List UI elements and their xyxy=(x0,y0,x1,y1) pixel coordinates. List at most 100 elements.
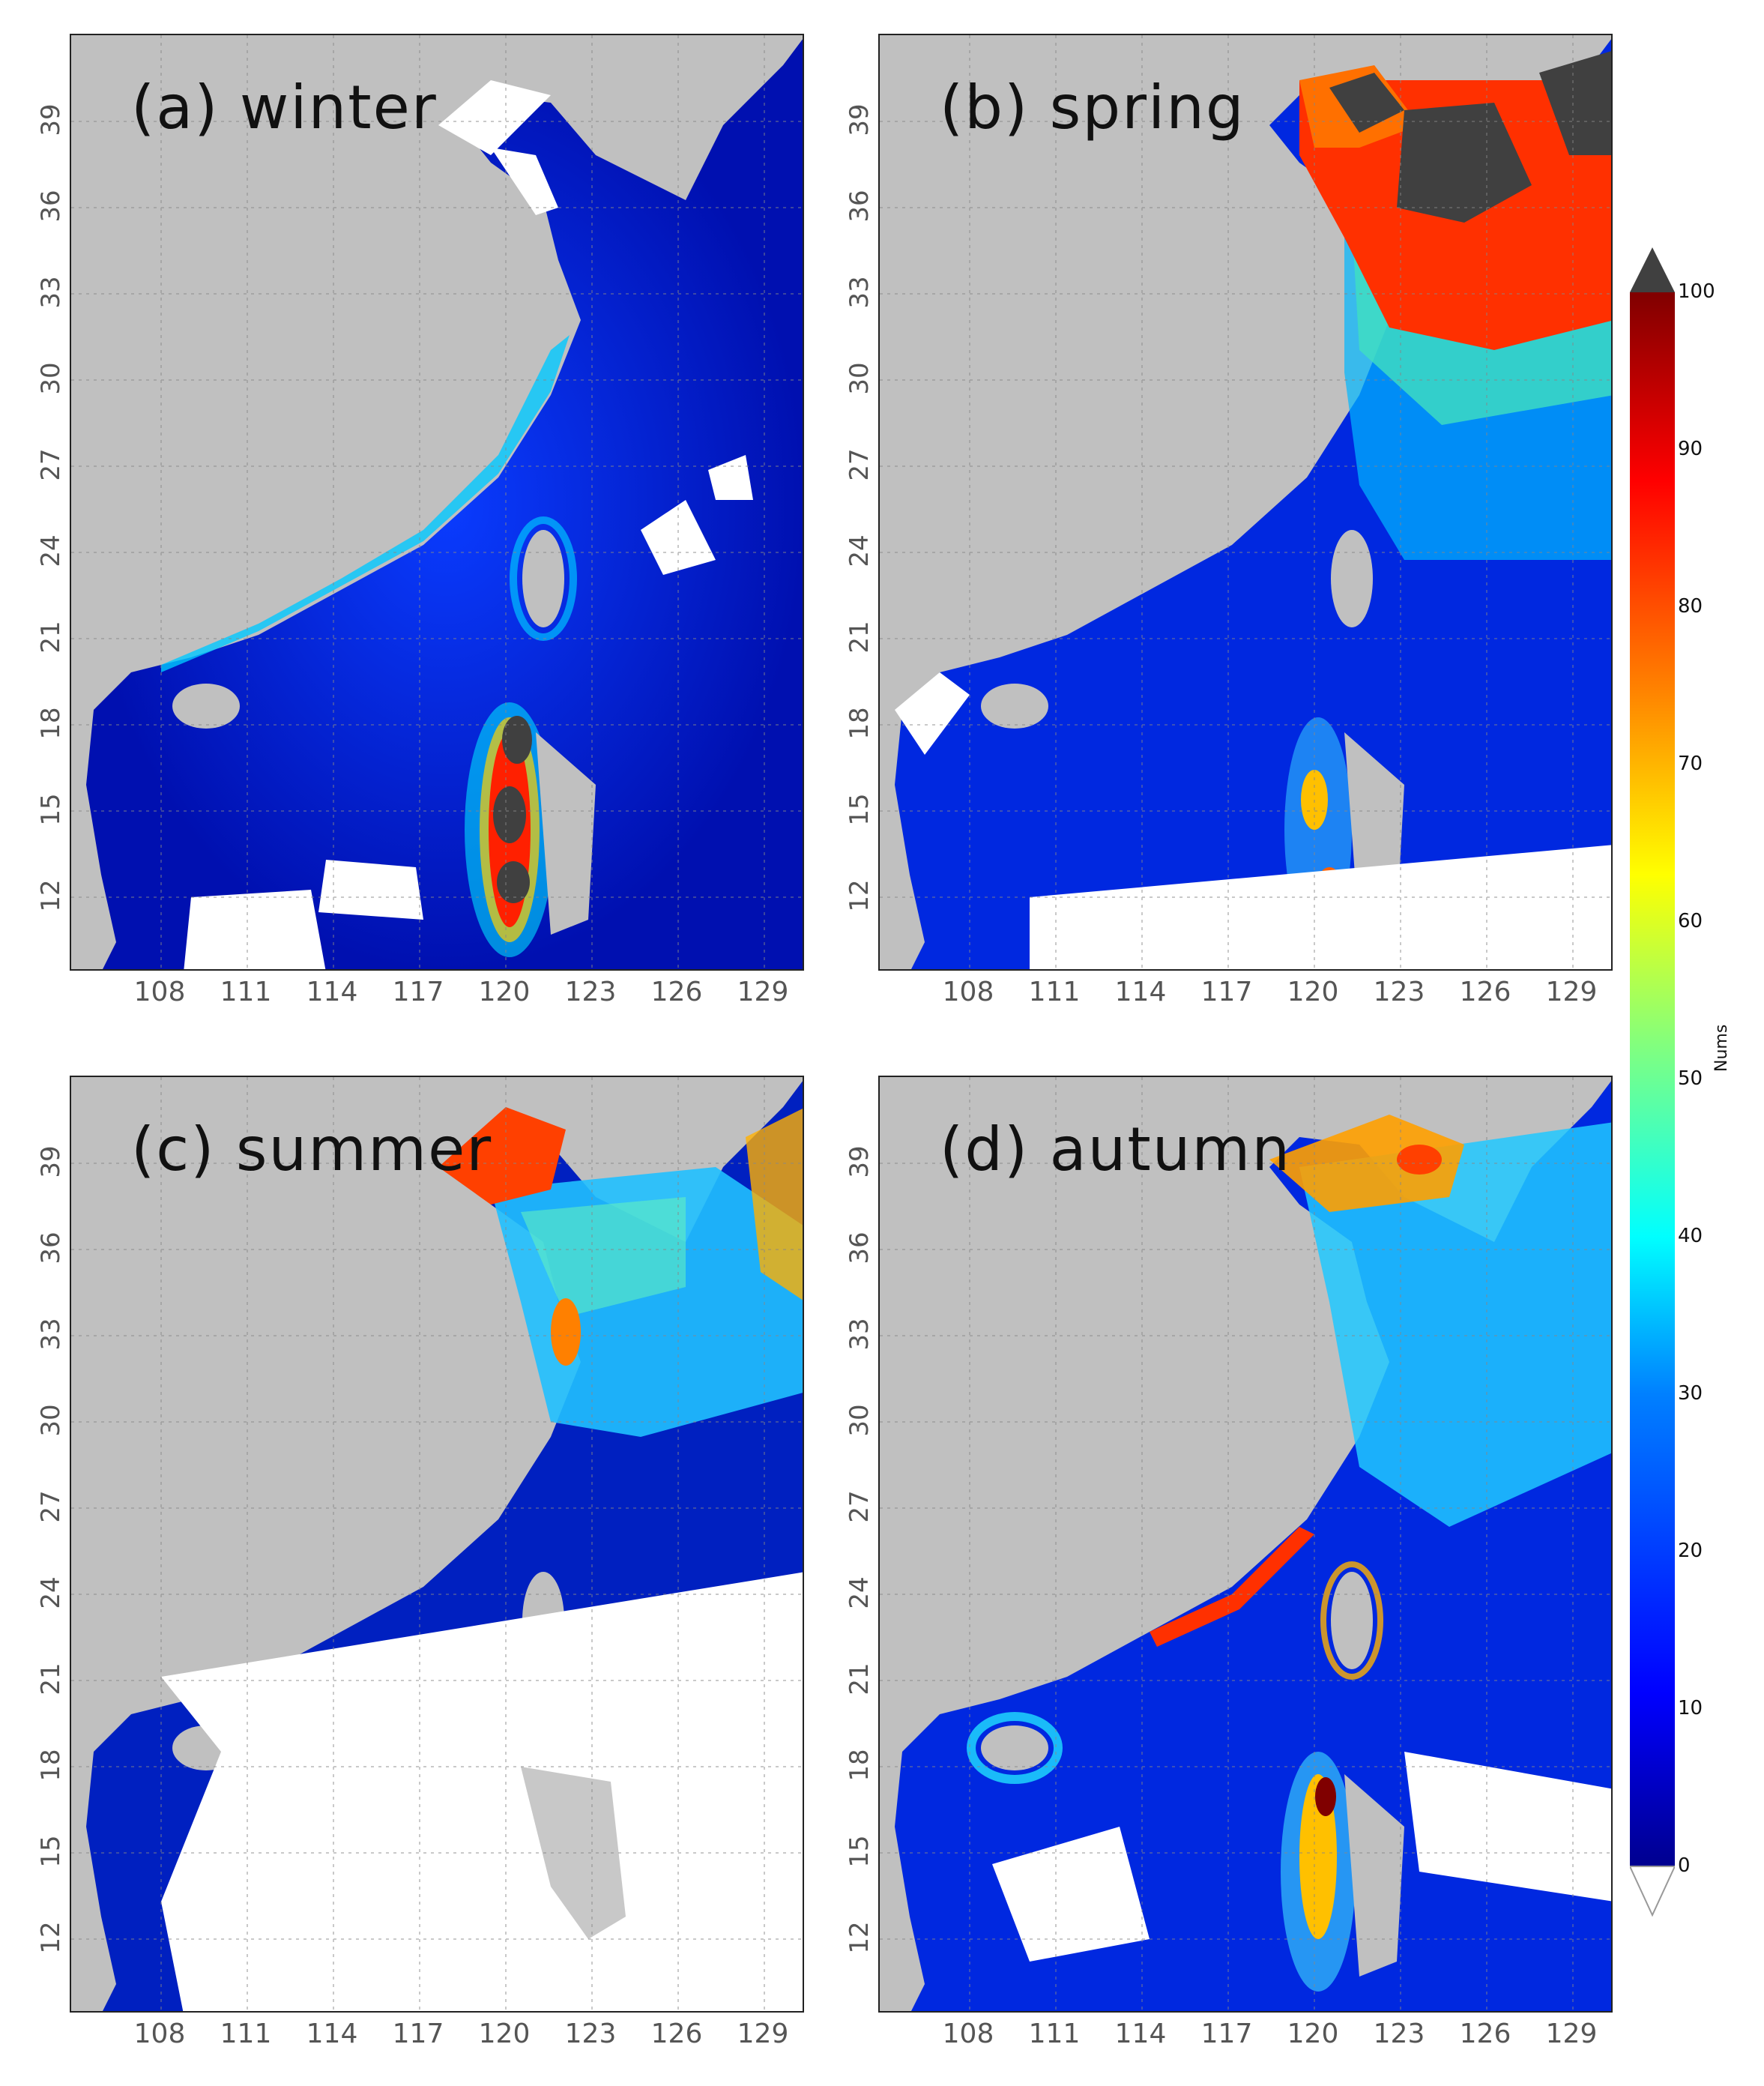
lat-tick-label: 24 xyxy=(845,534,875,567)
colorbar-tick-label: 90 xyxy=(1678,438,1703,460)
panel-title: (d) autumn xyxy=(940,1115,1292,1184)
lat-tick-label: 18 xyxy=(845,1749,875,1782)
lon-tick-label: 108 xyxy=(133,977,186,1007)
lon-tick-label: 129 xyxy=(1545,2019,1598,2049)
colorbar-tick-label: 70 xyxy=(1678,753,1703,775)
lon-tick-label: 120 xyxy=(1287,977,1339,1007)
lat-tick-label: 30 xyxy=(845,362,875,395)
lon-tick-label: 114 xyxy=(306,977,358,1007)
colorbar-tick-label: 60 xyxy=(1678,910,1703,932)
colorbar-tick-label: 10 xyxy=(1678,1697,1703,1719)
lon-tick-label: 126 xyxy=(650,977,703,1007)
over-triangle xyxy=(1630,247,1675,292)
panel-title: (a) winter xyxy=(131,73,438,142)
lon-tick-label: 129 xyxy=(1545,977,1598,1007)
colorbar-tick-label: 50 xyxy=(1678,1067,1703,1090)
lat-tick-label: 39 xyxy=(36,103,66,136)
colorbar-bar xyxy=(1630,247,1675,1917)
lat-tick-label: 24 xyxy=(36,1576,66,1609)
map-winter xyxy=(71,35,803,969)
lat-tick-label: 27 xyxy=(36,448,66,481)
lat-tick-label: 39 xyxy=(845,103,875,136)
lon-tick-label: 117 xyxy=(1200,2019,1253,2049)
lat-tick-label: 36 xyxy=(36,190,66,223)
panel-summer: (c) summer xyxy=(70,1076,804,2013)
lat-tick-label: 33 xyxy=(845,1318,875,1351)
lon-tick-label: 108 xyxy=(133,2019,186,2049)
map-spring xyxy=(880,35,1611,969)
lat-tick-label: 33 xyxy=(845,276,875,309)
panel-spring: (b) spring xyxy=(878,34,1613,971)
lat-tick-label: 30 xyxy=(845,1404,875,1437)
lon-tick-label: 111 xyxy=(220,2019,272,2049)
lat-tick-label: 33 xyxy=(36,1318,66,1351)
colorbar-tick-label: 80 xyxy=(1678,595,1703,618)
lat-tick-label: 30 xyxy=(36,1404,66,1437)
lat-tick-label: 15 xyxy=(845,793,875,826)
lon-tick-label: 111 xyxy=(220,977,272,1007)
lon-tick-label: 120 xyxy=(1287,2019,1339,2049)
lon-tick-label: 111 xyxy=(1028,2019,1081,2049)
lon-tick-label: 120 xyxy=(478,977,531,1007)
lon-tick-label: 111 xyxy=(1028,977,1081,1007)
colorbar-gradient xyxy=(1630,292,1675,1866)
lon-tick-label: 117 xyxy=(392,2019,444,2049)
colorbar-tick-label: 100 xyxy=(1678,280,1715,303)
lat-tick-label: 36 xyxy=(845,1232,875,1264)
lat-tick-label: 30 xyxy=(36,362,66,395)
lon-tick-label: 114 xyxy=(1114,977,1167,1007)
lat-tick-label: 24 xyxy=(36,534,66,567)
lat-tick-label: 36 xyxy=(36,1232,66,1264)
map-summer xyxy=(71,1077,803,2011)
lon-tick-label: 129 xyxy=(737,977,789,1007)
lat-tick-label: 18 xyxy=(36,707,66,740)
lat-tick-label: 21 xyxy=(845,621,875,654)
lat-tick-label: 15 xyxy=(36,793,66,826)
lat-tick-label: 12 xyxy=(36,1921,66,1954)
lat-tick-label: 27 xyxy=(845,448,875,481)
lat-tick-label: 18 xyxy=(845,707,875,740)
lat-tick-label: 12 xyxy=(845,879,875,912)
panel-title: (c) summer xyxy=(131,1115,493,1184)
lon-tick-label: 117 xyxy=(392,977,444,1007)
lon-tick-label: 126 xyxy=(1459,2019,1511,2049)
lat-tick-label: 21 xyxy=(845,1663,875,1695)
lon-tick-label: 126 xyxy=(650,2019,703,2049)
lat-tick-label: 12 xyxy=(36,879,66,912)
panel-autumn: (d) autumn xyxy=(878,1076,1613,2013)
lat-tick-label: 24 xyxy=(845,1576,875,1609)
under-triangle xyxy=(1630,1866,1675,1917)
colorbar-tick-label: 30 xyxy=(1678,1382,1703,1405)
lon-tick-label: 108 xyxy=(942,2019,994,2049)
colorbar: 100 90 80 70 60 50 40 30 20 10 0 Nums xyxy=(1630,247,1757,1926)
lat-tick-label: 21 xyxy=(36,1663,66,1695)
map-autumn xyxy=(880,1077,1611,2011)
lon-tick-label: 123 xyxy=(564,2019,617,2049)
lat-tick-label: 21 xyxy=(36,621,66,654)
panel-title: (b) spring xyxy=(940,73,1245,142)
lon-tick-label: 114 xyxy=(1114,2019,1167,2049)
lat-tick-label: 33 xyxy=(36,276,66,309)
lat-tick-label: 39 xyxy=(845,1145,875,1178)
lat-tick-label: 39 xyxy=(36,1145,66,1178)
lon-tick-label: 123 xyxy=(1373,2019,1425,2049)
colorbar-label: Nums xyxy=(1712,1024,1731,1072)
lat-tick-label: 12 xyxy=(845,1921,875,1954)
lat-tick-label: 36 xyxy=(845,190,875,223)
lon-tick-label: 114 xyxy=(306,2019,358,2049)
lat-tick-label: 15 xyxy=(845,1835,875,1868)
lon-tick-label: 129 xyxy=(737,2019,789,2049)
lon-tick-label: 126 xyxy=(1459,977,1511,1007)
lat-tick-label: 15 xyxy=(36,1835,66,1868)
colorbar-tick-label: 20 xyxy=(1678,1540,1703,1562)
sea-region xyxy=(86,39,803,969)
lat-tick-label: 27 xyxy=(845,1490,875,1523)
lon-tick-label: 120 xyxy=(478,2019,531,2049)
lat-tick-label: 27 xyxy=(36,1490,66,1523)
lon-tick-label: 123 xyxy=(1373,977,1425,1007)
lon-tick-label: 117 xyxy=(1200,977,1253,1007)
colorbar-tick-label: 0 xyxy=(1678,1854,1691,1877)
colorbar-tick-label: 40 xyxy=(1678,1225,1703,1247)
lon-tick-label: 123 xyxy=(564,977,617,1007)
panel-winter: (a) winter xyxy=(70,34,804,971)
